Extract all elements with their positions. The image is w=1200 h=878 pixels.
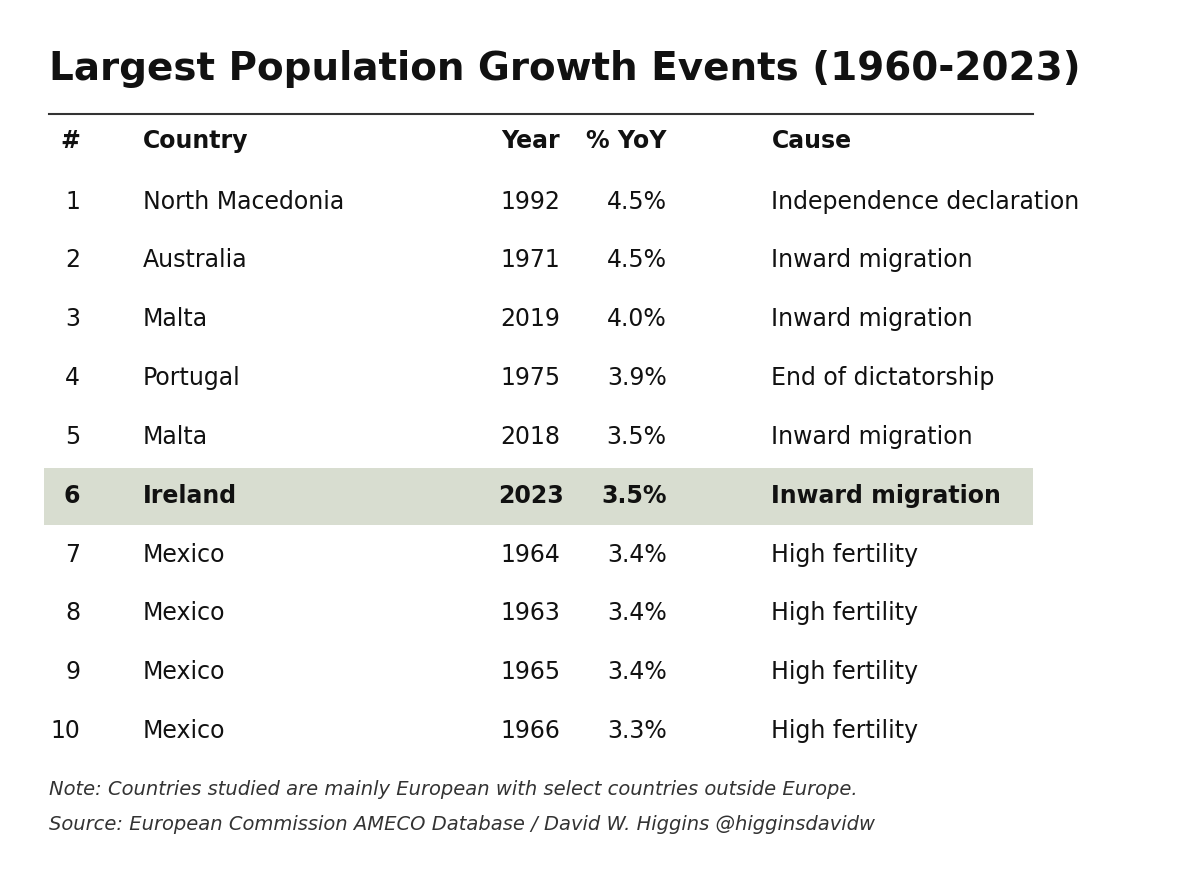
Text: 3.5%: 3.5%	[601, 483, 667, 507]
Text: 3.4%: 3.4%	[607, 659, 667, 683]
Text: High fertility: High fertility	[772, 659, 918, 683]
Text: Malta: Malta	[143, 307, 209, 331]
Text: Country: Country	[143, 129, 248, 153]
Text: Cause: Cause	[772, 129, 852, 153]
Text: End of dictatorship: End of dictatorship	[772, 365, 995, 390]
Text: North Macedonia: North Macedonia	[143, 190, 344, 213]
Text: Largest Population Growth Events (1960-2023): Largest Population Growth Events (1960-2…	[49, 50, 1080, 88]
Text: 1965: 1965	[500, 659, 560, 683]
Text: 9: 9	[65, 659, 80, 683]
Text: Australia: Australia	[143, 248, 247, 272]
Text: 3: 3	[65, 307, 80, 331]
Text: % YoY: % YoY	[587, 129, 667, 153]
Text: Independence declaration: Independence declaration	[772, 190, 1080, 213]
FancyBboxPatch shape	[43, 468, 1033, 526]
Text: 3.4%: 3.4%	[607, 542, 667, 566]
Text: 6: 6	[64, 483, 80, 507]
Text: 8: 8	[65, 601, 80, 624]
Text: 10: 10	[50, 718, 80, 742]
Text: 1992: 1992	[500, 190, 560, 213]
Text: High fertility: High fertility	[772, 601, 918, 624]
Text: Mexico: Mexico	[143, 718, 226, 742]
Text: 2018: 2018	[500, 424, 560, 449]
Text: Year: Year	[502, 129, 560, 153]
Text: Source: European Commission AMECO Database / David W. Higgins @higginsdavidw: Source: European Commission AMECO Databa…	[49, 814, 875, 833]
Text: Note: Countries studied are mainly European with select countries outside Europe: Note: Countries studied are mainly Europ…	[49, 780, 858, 798]
Text: 2: 2	[65, 248, 80, 272]
Text: 7: 7	[65, 542, 80, 566]
Text: High fertility: High fertility	[772, 718, 918, 742]
Text: 1975: 1975	[500, 365, 560, 390]
Text: 1964: 1964	[500, 542, 560, 566]
Text: 4.0%: 4.0%	[607, 307, 667, 331]
Text: Portugal: Portugal	[143, 365, 241, 390]
Text: Mexico: Mexico	[143, 601, 226, 624]
Text: 4.5%: 4.5%	[607, 190, 667, 213]
Text: 4.5%: 4.5%	[607, 248, 667, 272]
Text: Inward migration: Inward migration	[772, 248, 973, 272]
Text: 3.5%: 3.5%	[607, 424, 667, 449]
Text: 5: 5	[65, 424, 80, 449]
Text: Inward migration: Inward migration	[772, 483, 1001, 507]
Text: Inward migration: Inward migration	[772, 424, 973, 449]
Text: 3.4%: 3.4%	[607, 601, 667, 624]
Text: 2019: 2019	[500, 307, 560, 331]
Text: 3.9%: 3.9%	[607, 365, 667, 390]
Text: 1971: 1971	[500, 248, 560, 272]
Text: 1: 1	[65, 190, 80, 213]
Text: High fertility: High fertility	[772, 542, 918, 566]
Text: Malta: Malta	[143, 424, 209, 449]
Text: 1963: 1963	[500, 601, 560, 624]
Text: Ireland: Ireland	[143, 483, 238, 507]
Text: Inward migration: Inward migration	[772, 307, 973, 331]
Text: #: #	[60, 129, 80, 153]
Text: Mexico: Mexico	[143, 542, 226, 566]
Text: 3.3%: 3.3%	[607, 718, 667, 742]
Text: 1966: 1966	[500, 718, 560, 742]
Text: 4: 4	[65, 365, 80, 390]
Text: 2023: 2023	[498, 483, 564, 507]
Text: Mexico: Mexico	[143, 659, 226, 683]
